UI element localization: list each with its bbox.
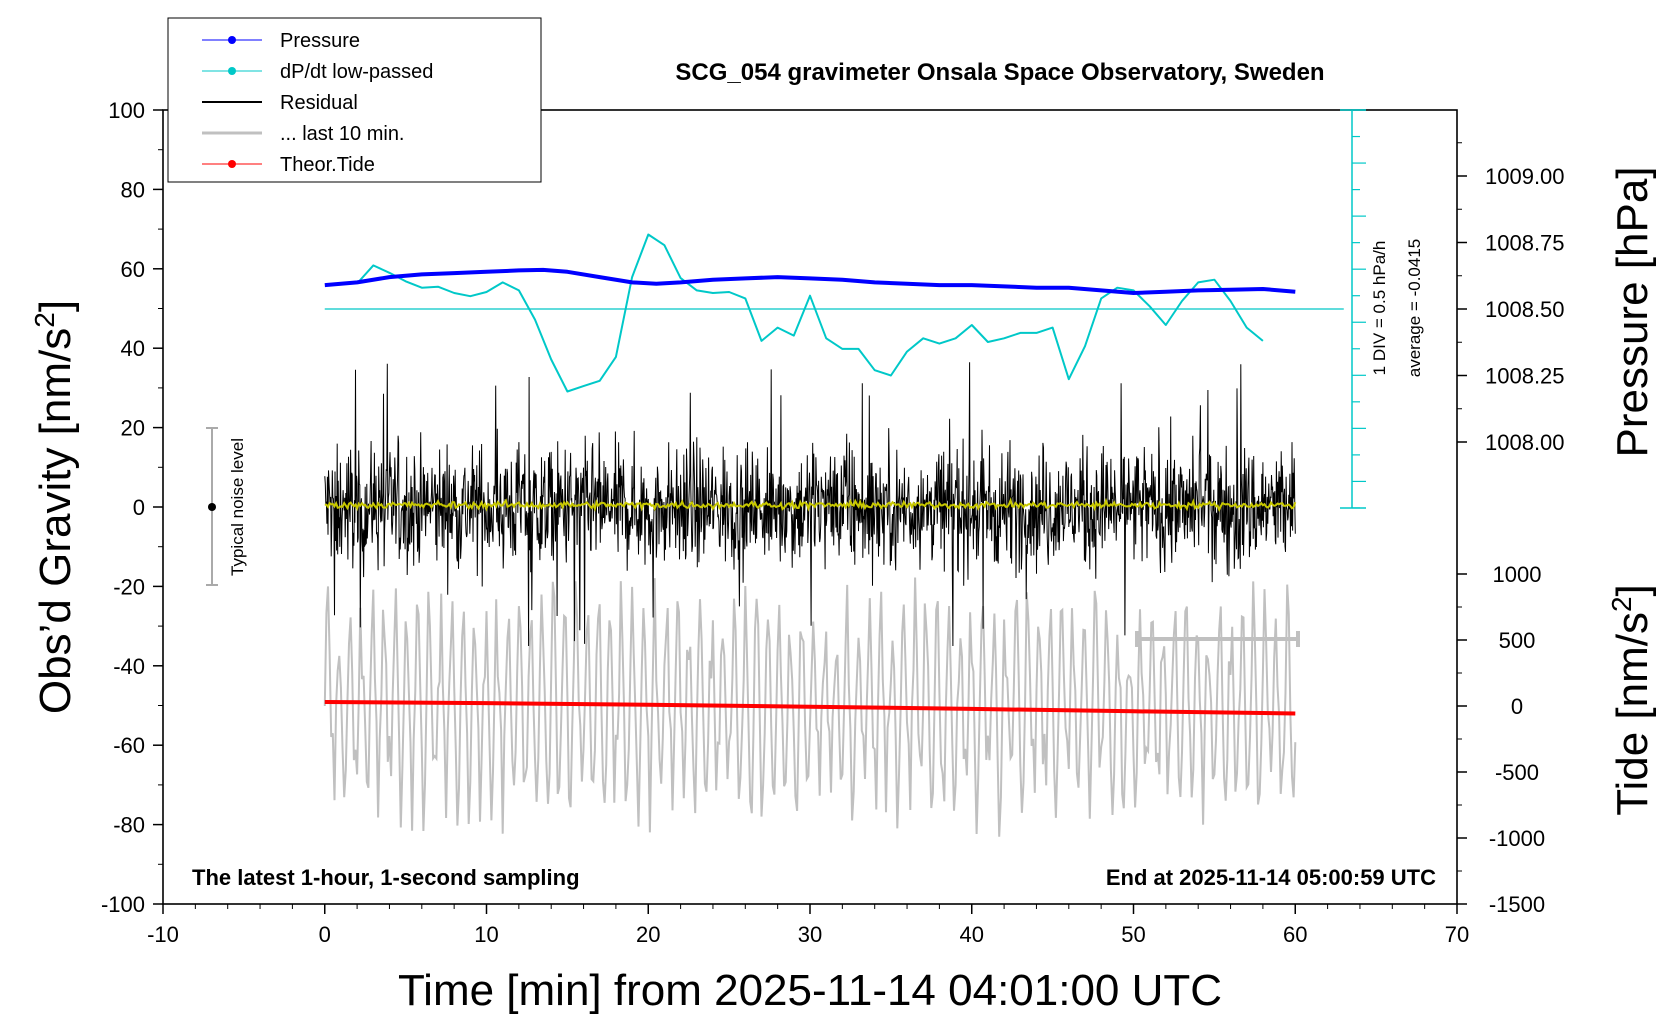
x-tick-label: 60 bbox=[1283, 922, 1307, 947]
x-tick-label: 20 bbox=[636, 922, 660, 947]
x-tick-label: 10 bbox=[474, 922, 498, 947]
x-tick-label: 0 bbox=[319, 922, 331, 947]
last-10-min-line bbox=[323, 577, 1297, 837]
y-axis-pressure-ticks: 1009.00 1008.75 1008.50 1008.25 1008.00 bbox=[1457, 142, 1565, 455]
noise-level-marker: Typical noise level bbox=[206, 427, 247, 586]
y-tick-label: -20 bbox=[113, 574, 145, 599]
legend-label: Residual bbox=[280, 92, 358, 114]
tide-tick-label: 0 bbox=[1511, 694, 1523, 719]
legend: Pressure dP/dt low-passed Residual ... last… bbox=[167, 17, 542, 183]
y-tick-label: -40 bbox=[113, 654, 145, 679]
y-axis-left-title-end: ] bbox=[31, 300, 80, 312]
y-axis-left-title-text: Obs’d Gravity [nm/s bbox=[31, 328, 80, 714]
y-axis-tide-ticks: 1000 500 0 -500 -1000 -1500 bbox=[1457, 562, 1545, 917]
tide-tick-label: -1000 bbox=[1489, 826, 1545, 851]
residual-series bbox=[324, 362, 1296, 647]
dpdt-scale-label: 1 DIV = 0.5 hPa/h bbox=[1370, 241, 1389, 376]
tide-tick-label: 1000 bbox=[1493, 562, 1542, 587]
y-axis-pressure-title: Pressure [hPa] bbox=[1608, 166, 1657, 457]
y-tick-label: -60 bbox=[113, 733, 145, 758]
legend-box bbox=[167, 17, 542, 183]
legend-label: dP/dt low-passed bbox=[280, 61, 433, 83]
end-time-note: End at 2025-11-14 05:00:59 UTC bbox=[1106, 865, 1436, 890]
dpdt-line bbox=[356, 233, 1264, 393]
x-tick-label: 30 bbox=[798, 922, 822, 947]
y-tick-label: 80 bbox=[121, 177, 145, 202]
last-10-min-bracket bbox=[1135, 631, 1300, 647]
y-axis-left-ticks: 100 80 60 40 20 0 -20 -40 -60 -80 -100 bbox=[101, 98, 163, 917]
smoothed-residual-series bbox=[324, 497, 1297, 513]
x-tick-label: 70 bbox=[1445, 922, 1469, 947]
pressure-tick-label: 1008.50 bbox=[1485, 297, 1565, 322]
x-tick-label: 50 bbox=[1121, 922, 1145, 947]
legend-label: Theor.Tide bbox=[280, 154, 375, 176]
y-axis-tide-title: Tide [nm/s2] bbox=[1606, 584, 1657, 816]
dpdt-scale-bar bbox=[324, 109, 1366, 509]
x-tick-label: 40 bbox=[960, 922, 984, 947]
y-axis-left-title: Obs’d Gravity [nm/s2] bbox=[29, 300, 80, 714]
tide-tick-label: 500 bbox=[1499, 628, 1536, 653]
legend-swatch-marker bbox=[228, 36, 236, 44]
pressure-line bbox=[324, 267, 1296, 295]
legend-swatch-marker bbox=[228, 160, 236, 168]
pressure-tick-label: 1008.75 bbox=[1485, 231, 1565, 256]
noise-level-label: Typical noise level bbox=[228, 438, 247, 576]
tide-tick-label: -500 bbox=[1495, 760, 1539, 785]
pressure-tick-label: 1009.00 bbox=[1485, 164, 1565, 189]
pressure-tick-label: 1008.00 bbox=[1485, 430, 1565, 455]
residual-line bbox=[324, 362, 1296, 647]
y-tick-label: 0 bbox=[133, 495, 145, 520]
legend-label: ... last 10 min. bbox=[280, 123, 405, 145]
noise-level-dot bbox=[208, 503, 216, 511]
legend-swatch-marker bbox=[228, 67, 236, 75]
pressure-tick-label: 1008.25 bbox=[1485, 364, 1565, 389]
last-10-min-series bbox=[323, 577, 1297, 837]
y-axis-tide-title-end: ] bbox=[1608, 584, 1657, 596]
y-tick-label: 60 bbox=[121, 257, 145, 282]
y-tick-label: 20 bbox=[121, 416, 145, 441]
tide-tick-label: -1500 bbox=[1489, 892, 1545, 917]
chart-title: SCG_054 gravimeter Onsala Space Observat… bbox=[675, 59, 1324, 86]
y-axis-tide-title-text: Tide [nm/s bbox=[1608, 612, 1657, 816]
smoothed-line bbox=[324, 497, 1297, 513]
y-tick-label: -100 bbox=[101, 892, 145, 917]
sampling-note: The latest 1-hour, 1-second sampling bbox=[192, 865, 580, 890]
y-tick-label: 40 bbox=[121, 336, 145, 361]
pressure-series bbox=[324, 267, 1296, 295]
x-axis-title: Time [min] from 2025-11-14 04:01:00 UTC bbox=[398, 966, 1222, 1015]
dpdt-average-label: average = -0.0415 bbox=[1405, 239, 1424, 377]
legend-label: Pressure bbox=[280, 30, 360, 52]
tide-line bbox=[324, 700, 1296, 716]
dpdt-series bbox=[356, 233, 1264, 393]
x-tick-label: -10 bbox=[147, 922, 179, 947]
tide-series bbox=[324, 700, 1296, 716]
y-tick-label: 100 bbox=[108, 98, 145, 123]
y-axis-left-title-sup: 2 bbox=[29, 312, 60, 328]
y-axis-tide-title-sup: 2 bbox=[1606, 596, 1637, 612]
y-tick-label: -80 bbox=[113, 813, 145, 838]
x-axis-ticks: -10 0 10 20 30 40 50 60 70 bbox=[147, 904, 1469, 947]
